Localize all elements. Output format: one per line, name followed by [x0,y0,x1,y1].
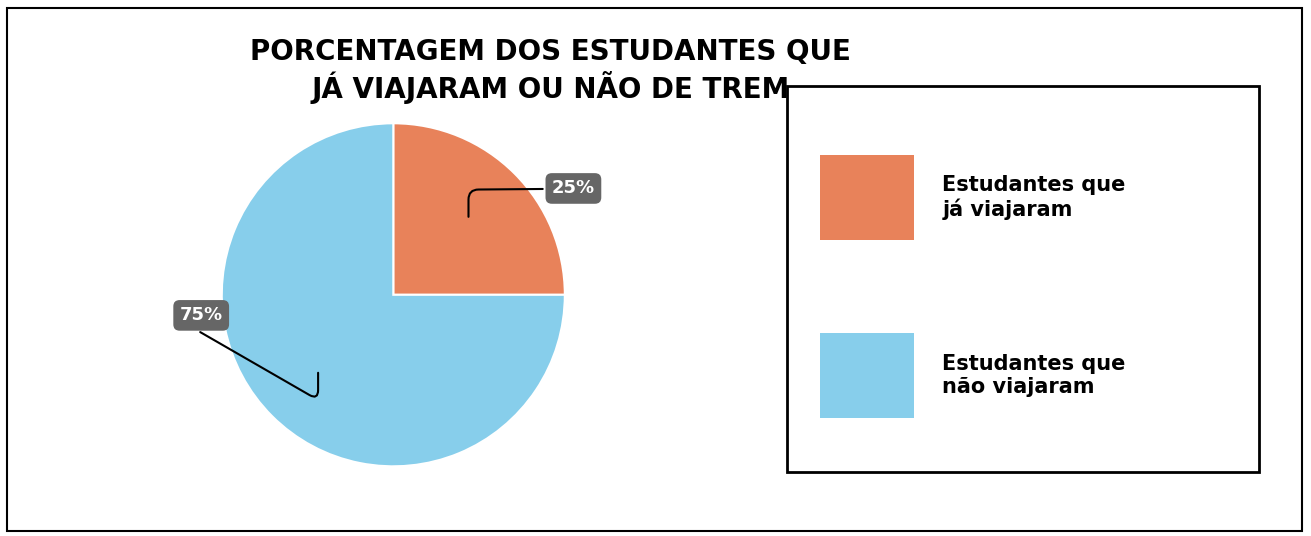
FancyBboxPatch shape [819,155,914,240]
FancyBboxPatch shape [787,86,1259,472]
Text: 75%: 75% [180,307,319,397]
Text: 25%: 25% [468,180,595,217]
Wedge shape [222,123,565,466]
Text: PORCENTAGEM DOS ESTUDANTES QUE
JÁ VIAJARAM OU NÃO DE TREM: PORCENTAGEM DOS ESTUDANTES QUE JÁ VIAJAR… [250,38,851,104]
Text: Estudantes que
não viajaram: Estudantes que não viajaram [943,354,1126,397]
Wedge shape [393,123,565,295]
FancyBboxPatch shape [819,333,914,418]
Text: Estudantes que
já viajaram: Estudantes que já viajaram [943,175,1126,220]
